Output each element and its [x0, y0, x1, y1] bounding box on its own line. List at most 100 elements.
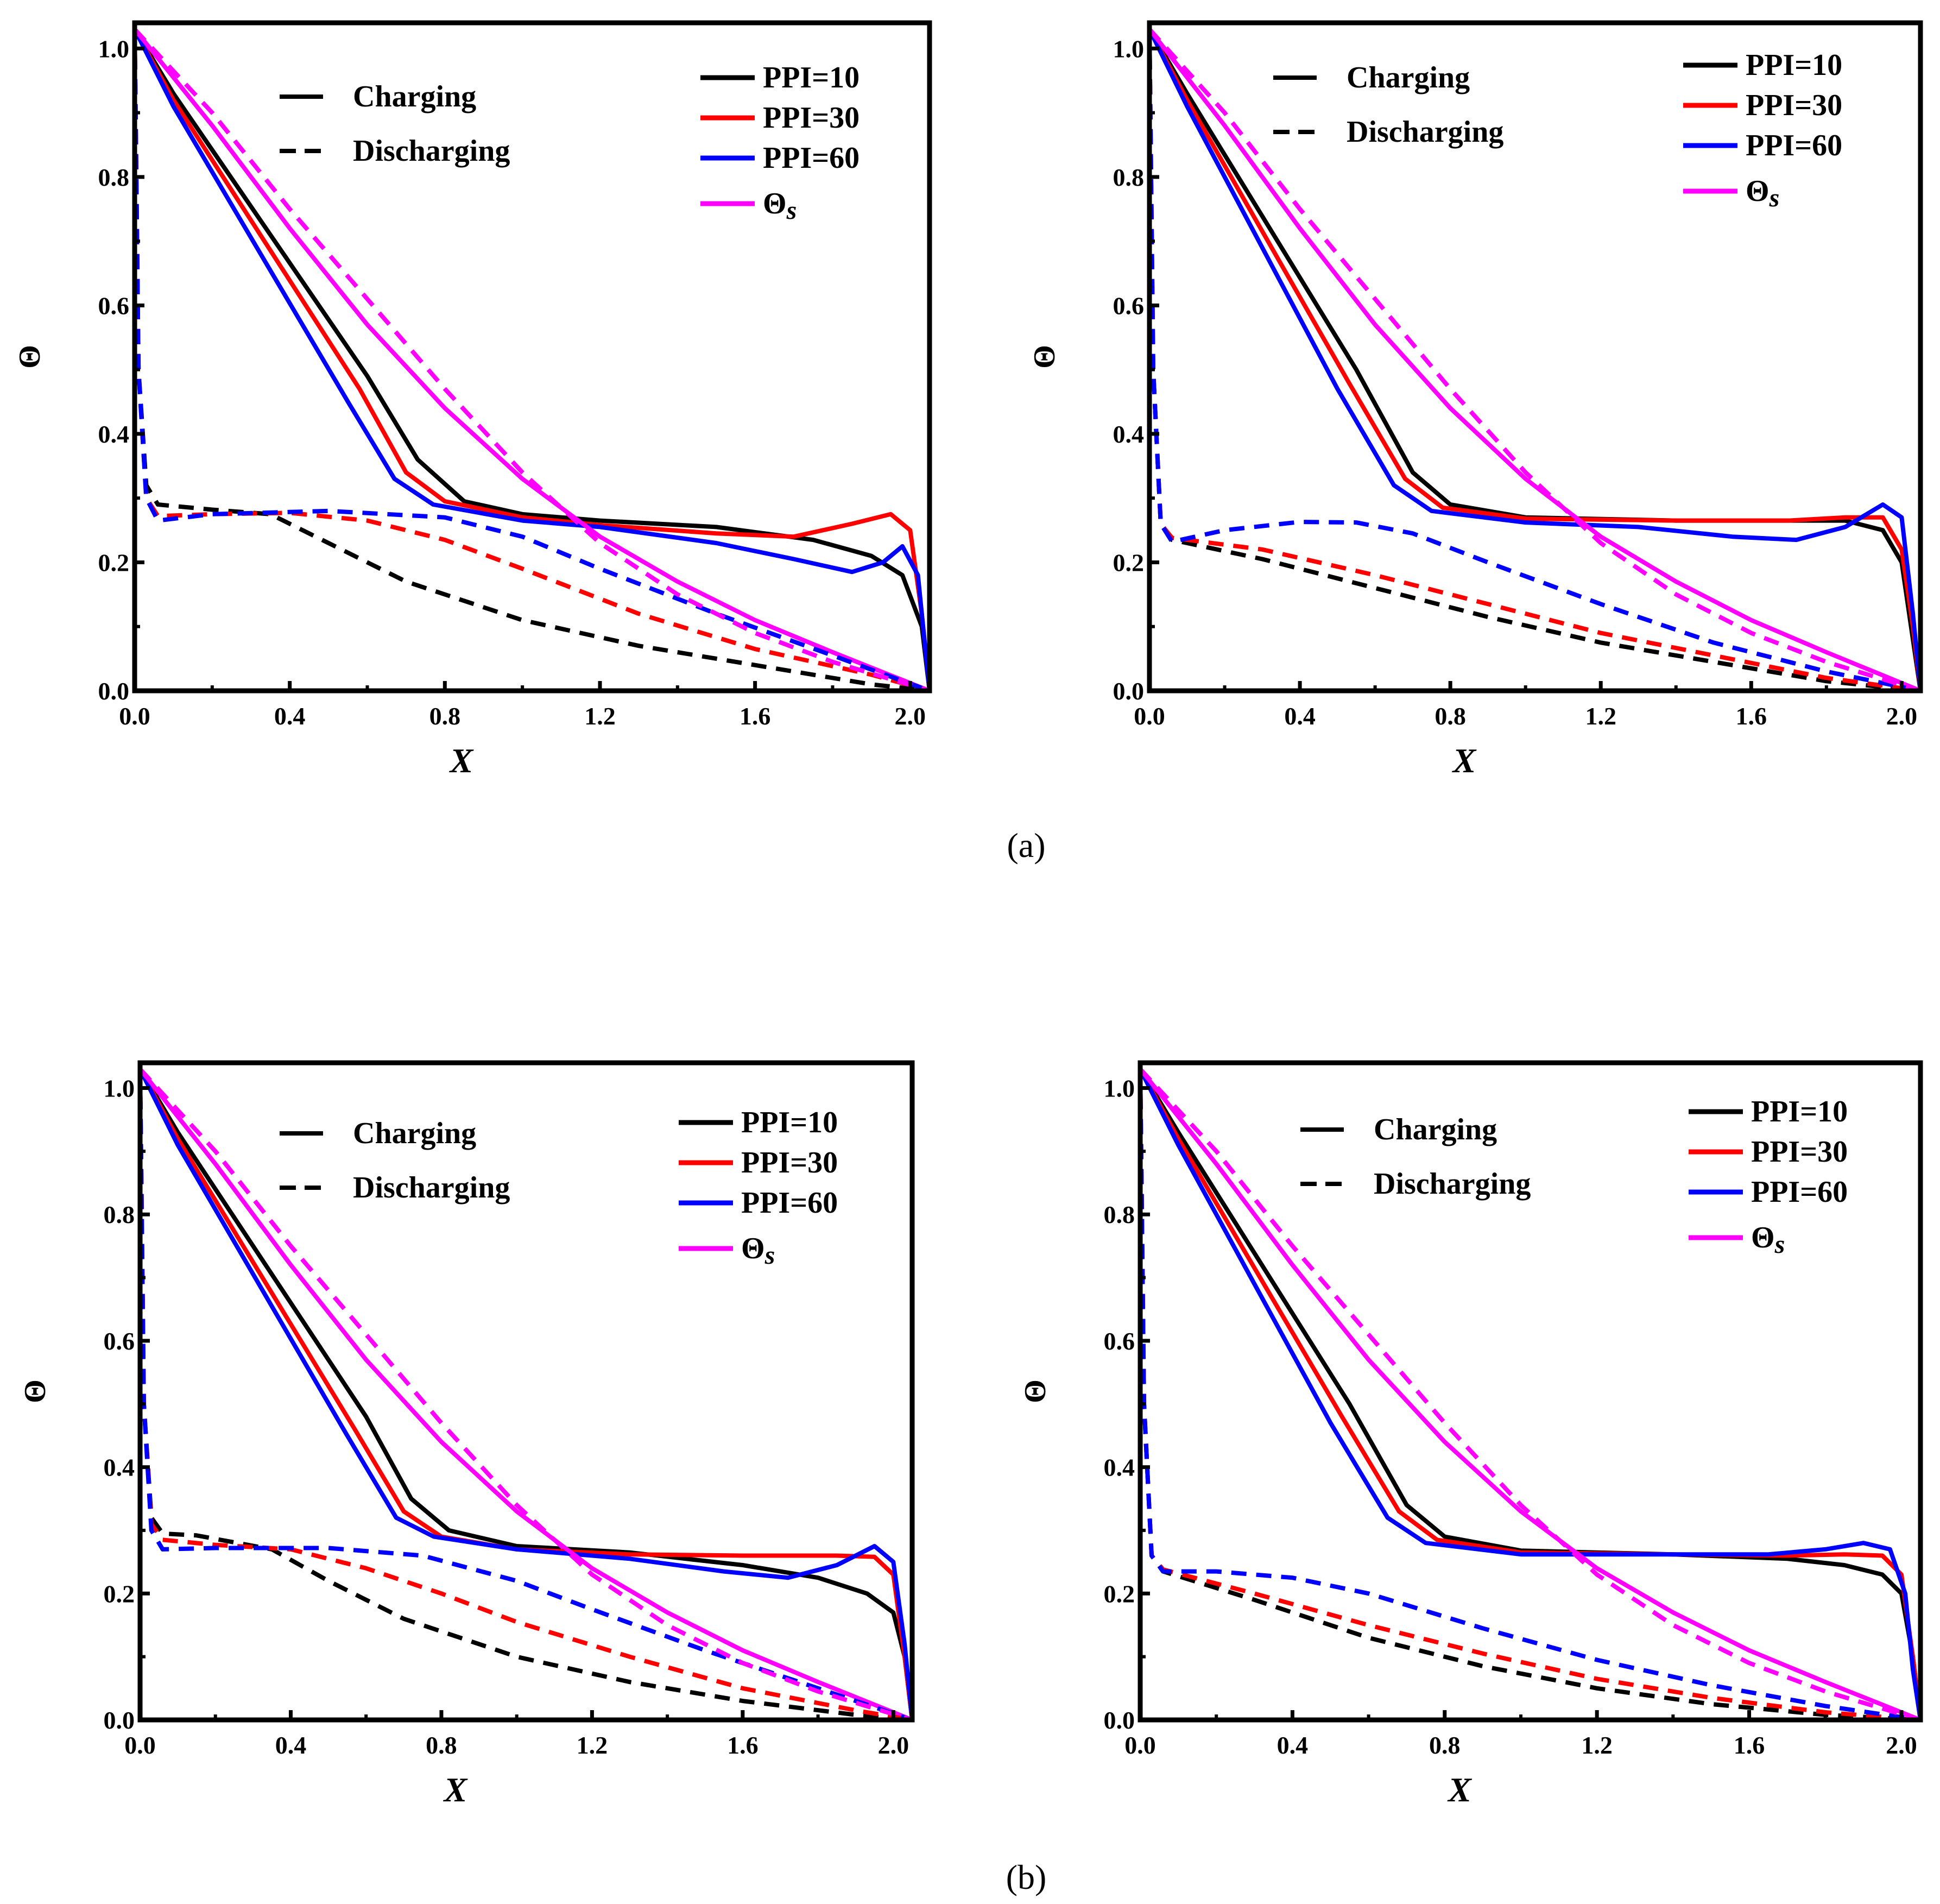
y-axis-title: Θ [13, 345, 47, 369]
legend-theta-subscript: s [1769, 184, 1780, 212]
chart-1: 0.0 0.4 0.8 1.2 1.6 2.0 0.0 0.2 0.4 0.6 0.8 1.0 X Θ Ch… [13, 20, 932, 780]
x-tick-label: 0.4 [1284, 702, 1316, 730]
series-ppi-60-solid [1149, 28, 1920, 691]
series-theta-s-solid [135, 28, 930, 691]
y-tick-label: 0.2 [1104, 1580, 1135, 1607]
legend-charging-label: Charging [1374, 1113, 1497, 1146]
y-tick-label: 0.0 [98, 677, 130, 705]
y-tick-label: 0.4 [104, 1454, 135, 1481]
series-ppi-30-solid [1149, 28, 1920, 691]
series-ppi-60-solid [1140, 1068, 1920, 1720]
series-ppi-30-solid [135, 28, 930, 691]
plot-frame [1147, 20, 1923, 693]
x-axis-title: X [443, 1770, 468, 1809]
legend-ppi-10-label: PPI=10 [741, 1106, 838, 1139]
y-tick-label: 0.8 [1113, 163, 1145, 191]
y-tick-label: 1.0 [1104, 1075, 1135, 1102]
x-tick-label: 2.0 [1886, 702, 1918, 730]
x-tick-label: 2.0 [1886, 1731, 1917, 1759]
legend-discharging-label: Discharging [1374, 1167, 1531, 1201]
y-tick-label: 0.6 [104, 1327, 135, 1355]
x-tick-label: 0.4 [274, 702, 306, 730]
y-tick-label: 0.2 [98, 548, 130, 576]
x-tick-label: 1.6 [1736, 702, 1767, 730]
legend-ppi-60-label: PPI=60 [763, 141, 860, 175]
x-axis-title: X [1452, 741, 1477, 780]
x-tick-label: 0.0 [1134, 702, 1165, 730]
y-tick-label: 0.8 [1104, 1201, 1135, 1228]
y-tick-label: 0.0 [1113, 677, 1145, 705]
series-lines [140, 1067, 912, 1720]
plot-frame [1138, 1060, 1923, 1723]
series-ppi-10-dashed [140, 1069, 912, 1720]
chart-2: 0.0 0.4 0.8 1.2 1.6 2.0 0.0 0.2 0.4 0.6 0.8 1.0 X Θ Ch… [1028, 20, 1923, 780]
legend-charging-label: Charging [353, 80, 476, 114]
legend-discharging-label: Discharging [353, 134, 510, 168]
legend-theta-subscript: s [764, 1241, 775, 1270]
legend-theta-symbol: Θ [741, 1232, 765, 1265]
series-lines [1149, 28, 1920, 691]
legend-ppi-30-label: PPI=30 [741, 1146, 838, 1180]
y-tick-label: 1.0 [1113, 35, 1145, 62]
y-tick-label: 1.0 [98, 35, 130, 62]
x-tick-label: 1.2 [1581, 1731, 1613, 1759]
legend-ppi-10-label: PPI=10 [1746, 48, 1842, 82]
x-tick-label: 0.0 [124, 1731, 156, 1759]
panel-label-b: (b) [1006, 1858, 1047, 1896]
series-theta-s-dashed [1140, 1067, 1920, 1720]
panel-label-a: (a) [1007, 826, 1045, 865]
legend-ppi-60-label: PPI=60 [1751, 1175, 1848, 1209]
series-theta-s-solid [1140, 1068, 1920, 1720]
x-tick-label: 0.8 [426, 1731, 457, 1759]
series-lines [1140, 1067, 1920, 1720]
y-tick-label: 0.0 [1104, 1706, 1135, 1734]
legend-discharging-label: Discharging [1347, 115, 1503, 149]
y-tick-label: 0.4 [1113, 420, 1145, 448]
x-tick-label: 1.2 [577, 1731, 608, 1759]
series-theta-s-dashed [140, 1067, 912, 1720]
x-tick-label: 0.8 [1435, 702, 1466, 730]
legend-theta-s-label: Θs [763, 187, 797, 225]
y-tick-label: 0.6 [1104, 1327, 1135, 1355]
legend-theta-s-label: Θs [1746, 174, 1779, 212]
x-tick-label: 0.8 [1429, 1731, 1461, 1759]
y-tick-label: 0.4 [1104, 1454, 1135, 1481]
x-tick-label: 1.6 [740, 702, 771, 730]
plot-frame [137, 1060, 915, 1723]
x-tick-label: 0.8 [429, 702, 461, 730]
legend-ppi-30-label: PPI=30 [1751, 1135, 1848, 1169]
x-tick-label: 0.0 [119, 702, 150, 730]
plot-frame [132, 20, 932, 693]
x-tick-label: 0.0 [1124, 1731, 1156, 1759]
legend-theta-subscript: s [1774, 1230, 1785, 1259]
y-tick-label: 0.2 [1113, 548, 1145, 576]
x-tick-label: 1.2 [584, 702, 616, 730]
y-tick-label: 0.4 [98, 420, 130, 448]
series-ppi-60-dashed [1140, 1069, 1920, 1720]
series-theta-s-dashed [1149, 28, 1920, 691]
chart-4: 0.0 0.4 0.8 1.2 1.6 2.0 0.0 0.2 0.4 0.6 0.8 1.0 X Θ Ch… [1019, 1060, 1923, 1809]
series-ppi-60-solid [140, 1068, 912, 1720]
series-ppi-60-dashed [1149, 29, 1920, 691]
series-ppi-60-solid [135, 28, 930, 691]
x-tick-label: 0.4 [275, 1731, 307, 1759]
series-ppi-10-solid [135, 28, 930, 691]
series-ppi-30-dashed [135, 29, 930, 691]
legend-ppi-10-label: PPI=10 [1751, 1095, 1848, 1128]
series-theta-s-dashed [135, 28, 930, 691]
legend-discharging-label: Discharging [353, 1171, 510, 1205]
legend-ppi-30-label: PPI=30 [1746, 89, 1842, 122]
legend-theta-symbol: Θ [1746, 174, 1770, 208]
legend-charging-label: Charging [1347, 61, 1470, 94]
x-tick-label: 2.0 [878, 1731, 909, 1759]
legend-ppi-60-label: PPI=60 [741, 1186, 838, 1220]
legend-theta-symbol: Θ [763, 187, 787, 220]
y-axis-title: Θ [18, 1379, 52, 1403]
y-tick-label: 0.6 [98, 292, 130, 319]
legend-ppi-10-label: PPI=10 [763, 61, 860, 94]
x-tick-label: 1.2 [1585, 702, 1616, 730]
y-tick-label: 0.0 [104, 1706, 135, 1734]
series-theta-s-solid [1149, 28, 1920, 691]
y-tick-label: 0.8 [104, 1201, 135, 1228]
